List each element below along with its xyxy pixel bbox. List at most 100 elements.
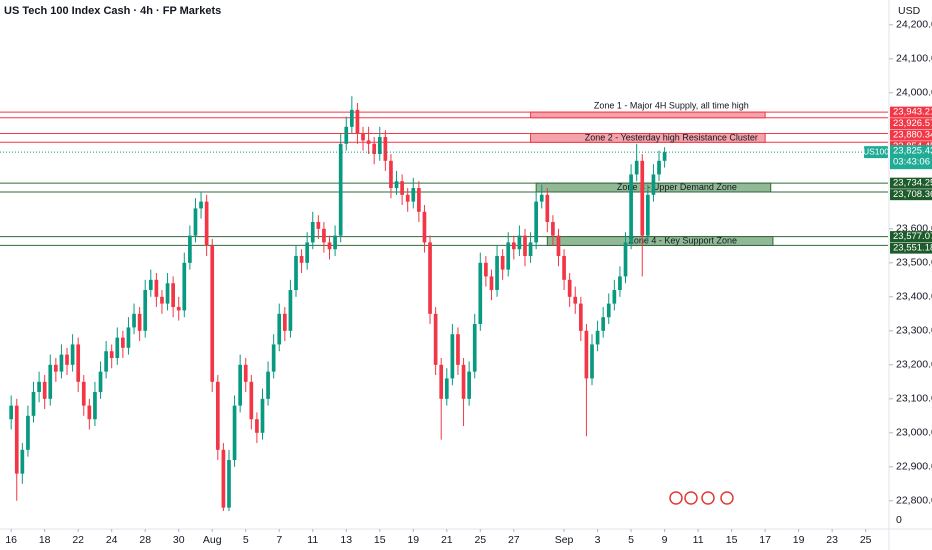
plot-area: Zone 1 - Major 4H Supply, all time high Z… (0, 96, 888, 512)
candle-body (288, 290, 293, 331)
level-price-label: 23,926.57 (893, 118, 932, 129)
candle-body (14, 405, 19, 474)
y-tick-label: 23,300.00 (896, 325, 932, 337)
event-icon[interactable] (720, 491, 734, 505)
y-tick-label: 23,200.00 (896, 359, 932, 371)
candle-body (143, 290, 148, 331)
candle-body (137, 313, 142, 331)
candle-body (506, 242, 511, 270)
volume-tick-label: 0 (896, 514, 902, 526)
candle-body (428, 242, 432, 314)
x-tick-label: Sep (555, 534, 574, 546)
x-tick-label: 30 (173, 534, 185, 546)
y-tick-label: 23,100.00 (896, 393, 932, 405)
x-tick-label: 5 (243, 534, 249, 546)
candle-body (327, 242, 332, 250)
candle-body (109, 351, 114, 359)
candle-body (601, 317, 606, 331)
y-tick-label: 23,500.00 (896, 257, 932, 269)
level-price-label: 23,880.34 (893, 130, 932, 141)
candle-body (26, 415, 30, 450)
zone-box (530, 133, 766, 143)
candle-body (511, 242, 516, 250)
candle-body (271, 344, 276, 372)
candle-body (534, 201, 538, 243)
candle-body (299, 256, 304, 263)
candle-body (305, 242, 310, 263)
candle-body (59, 354, 64, 372)
candle-body (266, 371, 270, 399)
candle-body (377, 137, 382, 155)
candle-body (260, 398, 265, 433)
candle-body (450, 334, 455, 379)
candle-body (227, 460, 231, 508)
candle-body (165, 283, 170, 304)
candle-body (204, 201, 209, 246)
candle-body (65, 354, 69, 365)
candle-body (316, 222, 321, 229)
candle-body (433, 313, 438, 365)
candle-body (171, 283, 175, 308)
candle-body (545, 194, 550, 223)
candle-body (584, 330, 589, 379)
candle-body (606, 303, 611, 318)
candle-body (590, 344, 594, 379)
candle-body (528, 242, 533, 257)
x-tick-label: 24 (106, 534, 118, 546)
candle-body (411, 188, 416, 202)
candle-body (651, 174, 656, 195)
candle-body (394, 181, 399, 189)
candle-body (9, 405, 14, 420)
candle-body (182, 262, 187, 311)
event-icon[interactable] (669, 491, 683, 505)
candle-body (551, 222, 555, 236)
candle-body (400, 181, 404, 195)
x-tick-label: 9 (662, 534, 668, 546)
symbol-tag: US100 (863, 146, 889, 156)
candle-body (338, 143, 343, 236)
candle-body (310, 222, 315, 243)
y-tick-label: 24,200.00 (896, 19, 932, 31)
candle-body (243, 364, 248, 382)
x-tick-label: 7 (276, 534, 282, 546)
candle-body (517, 235, 522, 250)
level-price-box (890, 189, 932, 201)
candle-body (132, 313, 136, 328)
candle-body (344, 126, 349, 144)
candle-body (623, 242, 628, 277)
candle-body (383, 137, 388, 161)
candle-body (238, 364, 242, 406)
y-tick-label: 24,100.00 (896, 53, 932, 65)
candle-body (31, 392, 36, 416)
candle-body (472, 324, 477, 372)
candle-body (366, 140, 371, 144)
candle-body (439, 364, 444, 399)
level-price-label: 23,943.21 (893, 107, 932, 118)
candle-body (573, 296, 578, 304)
x-tick-label: 22 (72, 534, 84, 546)
y-tick-label: 23,400.00 (896, 291, 932, 303)
candle-body (93, 392, 97, 420)
candle-body (160, 296, 164, 304)
x-tick-label: 11 (307, 534, 318, 546)
x-tick-label: 13 (340, 534, 352, 546)
candle-body (500, 256, 505, 270)
event-icon[interactable] (701, 491, 715, 505)
candle-body (115, 337, 120, 359)
candle-body (612, 290, 617, 304)
candle-body (154, 279, 159, 297)
candle-body (255, 419, 259, 433)
level-price-label: 23,708.36 (893, 189, 932, 200)
x-tick-label: 19 (793, 534, 805, 546)
zone-label: Zone 1 - Major 4H Supply, all time high (594, 101, 749, 111)
y-tick-label: 22,900.00 (896, 461, 932, 473)
currency-label: USD (898, 5, 921, 17)
candle-body (81, 381, 86, 406)
candle-body (523, 235, 527, 257)
event-icon[interactable] (684, 491, 698, 505)
x-tick-label: 28 (139, 534, 151, 546)
candle-body (199, 201, 203, 209)
